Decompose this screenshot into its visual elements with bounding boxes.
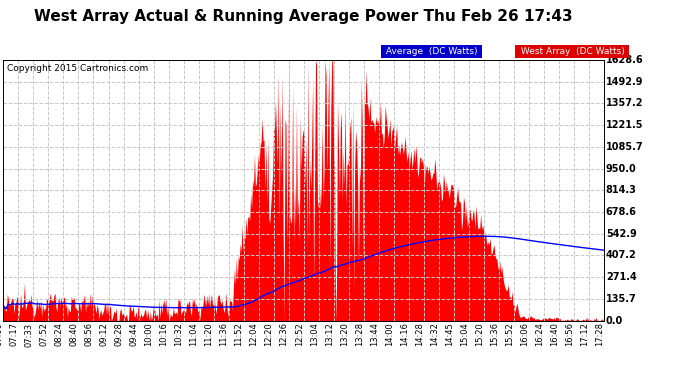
Text: 16:40: 16:40: [550, 322, 559, 346]
Text: Copyright 2015 Cartronics.com: Copyright 2015 Cartronics.com: [7, 64, 148, 73]
Text: 1221.5: 1221.5: [606, 120, 643, 130]
Text: 10:16: 10:16: [159, 322, 168, 346]
Text: 14:32: 14:32: [430, 322, 439, 346]
Text: 09:44: 09:44: [130, 322, 139, 346]
Text: 14:00: 14:00: [384, 322, 393, 346]
Text: 16:24: 16:24: [535, 322, 544, 346]
Text: 15:20: 15:20: [475, 322, 484, 346]
Text: 08:40: 08:40: [70, 322, 79, 346]
Text: 07:33: 07:33: [24, 322, 33, 346]
Text: 13:04: 13:04: [310, 322, 319, 346]
Text: 17:12: 17:12: [580, 322, 589, 346]
Text: 1085.7: 1085.7: [606, 142, 644, 152]
Text: 11:36: 11:36: [219, 322, 228, 346]
Text: 09:12: 09:12: [99, 322, 108, 346]
Text: 14:45: 14:45: [444, 322, 454, 346]
Text: West Array  (DC Watts): West Array (DC Watts): [518, 47, 627, 56]
Text: 11:52: 11:52: [235, 322, 244, 346]
Text: 15:04: 15:04: [460, 322, 469, 346]
Text: 07:17: 07:17: [10, 322, 19, 346]
Text: 11:04: 11:04: [190, 322, 199, 346]
Text: 13:20: 13:20: [339, 322, 348, 346]
Text: 135.7: 135.7: [606, 294, 637, 304]
Text: 13:28: 13:28: [355, 322, 364, 346]
Text: 1628.6: 1628.6: [606, 55, 644, 65]
Text: 407.2: 407.2: [606, 251, 637, 261]
Text: 16:06: 16:06: [520, 322, 529, 346]
Text: 950.0: 950.0: [606, 164, 637, 174]
Text: 07:00: 07:00: [0, 322, 3, 346]
Text: 271.4: 271.4: [606, 272, 637, 282]
Text: 12:36: 12:36: [279, 322, 288, 346]
Text: 12:52: 12:52: [295, 322, 304, 346]
Text: Average  (DC Watts): Average (DC Watts): [383, 47, 480, 56]
Text: 07:52: 07:52: [39, 322, 48, 346]
Text: 11:20: 11:20: [204, 322, 214, 346]
Text: 17:28: 17:28: [595, 322, 604, 346]
Text: 10:32: 10:32: [175, 322, 184, 346]
Text: 814.3: 814.3: [606, 185, 637, 195]
Text: 09:28: 09:28: [115, 322, 124, 346]
Text: 14:16: 14:16: [400, 322, 408, 346]
Text: 15:52: 15:52: [504, 322, 513, 346]
Text: 678.6: 678.6: [606, 207, 637, 217]
Text: West Array Actual & Running Average Power Thu Feb 26 17:43: West Array Actual & Running Average Powe…: [34, 9, 573, 24]
Text: 1357.2: 1357.2: [606, 98, 643, 108]
Text: 542.9: 542.9: [606, 229, 637, 239]
Text: 08:56: 08:56: [84, 322, 94, 346]
Text: 15:36: 15:36: [490, 322, 499, 346]
Text: 12:04: 12:04: [250, 322, 259, 346]
Text: 12:20: 12:20: [264, 322, 274, 346]
Text: 1492.9: 1492.9: [606, 77, 643, 87]
Text: 0.0: 0.0: [606, 316, 623, 326]
Text: 13:44: 13:44: [370, 322, 379, 346]
Text: 10:00: 10:00: [144, 322, 153, 346]
Text: 16:56: 16:56: [564, 322, 574, 346]
Text: 13:12: 13:12: [324, 322, 333, 346]
Text: 08:24: 08:24: [55, 322, 63, 346]
Text: 14:28: 14:28: [415, 322, 424, 346]
